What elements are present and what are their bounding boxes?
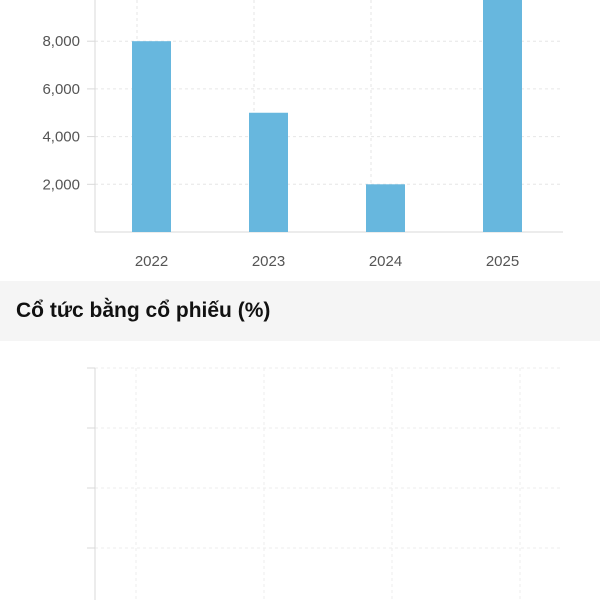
y-tick-label: 4,000 <box>42 129 80 146</box>
x-tick-label: 2022 <box>135 253 168 270</box>
stock-dividend-chart <box>87 367 563 600</box>
bar-2022 <box>132 41 171 233</box>
x-tick-label: 2023 <box>252 253 285 270</box>
bar-2025 <box>483 0 522 232</box>
bar-2024 <box>366 184 405 232</box>
bar-2023 <box>249 112 288 232</box>
x-tick-label: 2025 <box>486 253 519 270</box>
y-tick-label: 8,000 <box>42 33 80 50</box>
stock-dividend-title: Cổ tức bằng cổ phiếu (%) <box>16 299 271 322</box>
x-tick-label: 2024 <box>369 253 402 270</box>
stock-dividend-section-header: Cổ tức bằng cổ phiếu (%) <box>0 281 600 341</box>
y-tick-label: 2,000 <box>42 176 80 193</box>
y-tick-label: 6,000 <box>42 81 80 98</box>
cash-dividend-bar-chart: 2,000 4,000 6,000 8,000 2022 2023 2024 2025 <box>42 0 563 270</box>
